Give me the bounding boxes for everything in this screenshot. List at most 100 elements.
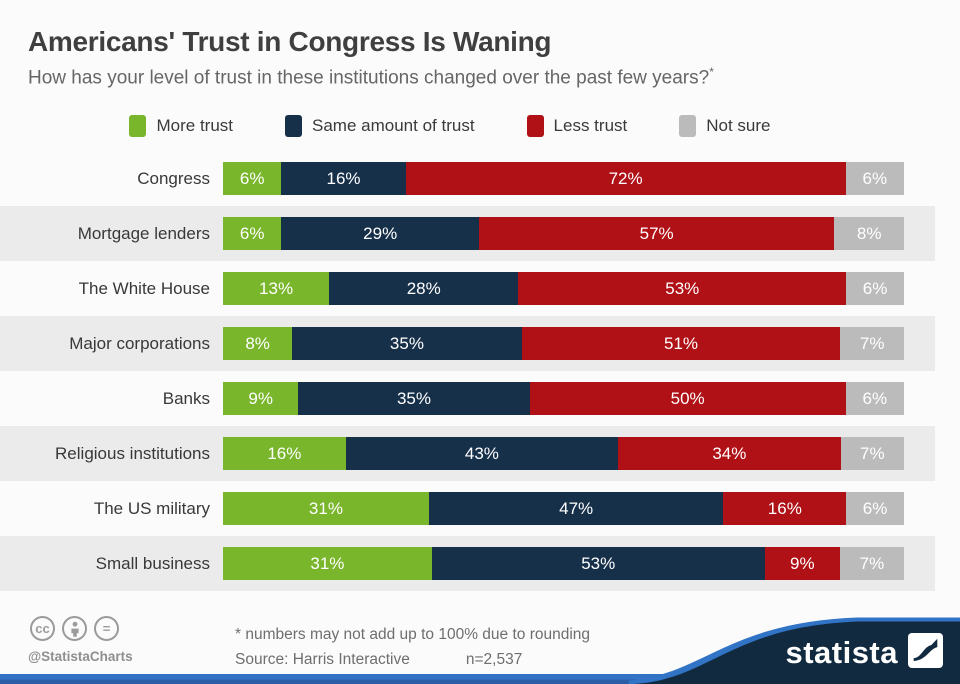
header: Americans' Trust in Congress Is Waning H…	[0, 0, 960, 89]
chart-row: Major corporations 8% 35% 51% 7%	[0, 316, 935, 372]
bar-segment-less-trust: 34%	[618, 437, 841, 471]
footer: cc = @StatistaCharts * numbers may not a…	[0, 594, 960, 684]
segment-value-label: 9%	[248, 388, 273, 408]
chart-row: Banks 9% 35% 50% 6%	[0, 371, 935, 426]
rounding-footnote: * numbers may not add up to 100% due to …	[235, 626, 591, 643]
legend: More trust Same amount of trust Less trust…	[0, 115, 960, 138]
bar-segment-less-trust: 72%	[405, 162, 846, 196]
segment-value-label: 31%	[308, 498, 343, 518]
bar-segment-less-trust: 51%	[521, 327, 841, 361]
segment-value-label: 16%	[767, 498, 802, 518]
category-label: Congress	[137, 168, 210, 188]
bar-segment-not-sure: 6%	[846, 272, 905, 306]
bar-segment-not-sure: 8%	[834, 217, 905, 251]
category-label: The US military	[93, 498, 210, 518]
stacked-bar-chart: Congress 6% 16% 72% 6% Mortgage lenders 6% 29% 5…	[0, 151, 960, 592]
segment-value-label: 6%	[862, 168, 888, 188]
segment-value-label: 8%	[856, 223, 882, 243]
legend-swatch-icon	[129, 115, 147, 138]
chart-row: Religious institutions 16% 43% 34% 7%	[0, 426, 935, 482]
bar-segment-not-sure: 7%	[840, 437, 904, 471]
stacked-bar: 6% 16% 72% 6%	[223, 162, 904, 196]
bar-segment-same-amount-of-trust: 28%	[329, 272, 519, 306]
subtitle-text: How has your level of trust in these ins…	[28, 67, 710, 89]
segment-value-label: 34%	[712, 443, 747, 463]
stacked-bar: 8% 35% 51% 7%	[223, 327, 905, 361]
legend-swatch-icon	[679, 115, 697, 138]
legend-item: Same amount of trust	[285, 115, 475, 138]
legend-item: More trust	[129, 115, 234, 138]
sample-size: n=2,537	[465, 651, 523, 668]
statista-logo-icon	[908, 633, 943, 668]
bar-segment-not-sure: 6%	[846, 492, 904, 526]
bar-segment-not-sure: 6%	[845, 162, 904, 196]
bar-segment-less-trust: 50%	[529, 382, 846, 416]
category-label: Major corporations	[69, 333, 210, 353]
legend-label: More trust	[156, 116, 234, 136]
bar-segment-same-amount-of-trust: 29%	[281, 217, 479, 251]
bar-segment-more-trust: 6%	[223, 217, 282, 251]
segment-value-label: 29%	[363, 223, 398, 243]
stacked-bar: 6% 29% 57% 8%	[223, 217, 905, 251]
segment-value-label: 6%	[862, 278, 888, 298]
legend-swatch-icon	[285, 115, 303, 138]
footnotes: * numbers may not add up to 100% due to …	[235, 622, 590, 672]
bar-segment-more-trust: 9%	[223, 382, 299, 416]
statista-charts-handle: @StatistaCharts	[28, 649, 133, 664]
no-derivatives-icon: =	[94, 616, 119, 641]
legend-label: Not sure	[706, 116, 771, 136]
bar-segment-not-sure: 7%	[840, 327, 905, 361]
segment-value-label: 47%	[559, 498, 594, 518]
segment-value-label: 7%	[859, 333, 885, 353]
segment-value-label: 6%	[862, 388, 888, 408]
bar-segment-same-amount-of-trust: 35%	[292, 327, 522, 361]
stacked-bar: 13% 28% 53% 6%	[223, 272, 905, 306]
bar-segment-same-amount-of-trust: 16%	[281, 162, 406, 196]
segment-value-label: 43%	[464, 443, 499, 463]
cc-icon: cc	[30, 616, 55, 641]
segment-value-label: 6%	[239, 168, 265, 188]
bar-segment-more-trust: 31%	[223, 547, 432, 581]
attribution-icon	[62, 616, 87, 641]
bar-segment-more-trust: 13%	[223, 272, 330, 306]
bar-segment-more-trust: 8%	[223, 327, 293, 361]
subtitle: How has your level of trust in these ins…	[28, 65, 930, 89]
segment-value-label: 72%	[608, 168, 643, 188]
page-title: Americans' Trust in Congress Is Waning	[28, 26, 552, 57]
bar-segment-less-trust: 9%	[764, 547, 840, 581]
chart-row: Congress 6% 16% 72% 6%	[0, 151, 935, 206]
category-label: Banks	[162, 388, 210, 408]
brand-wave	[628, 617, 960, 684]
stacked-bar: 9% 35% 50% 6%	[223, 382, 904, 416]
chart-row: The US military 31% 47% 16% 6%	[0, 481, 935, 536]
stacked-bar: 16% 43% 34% 7%	[223, 437, 904, 471]
category-label: Religious institutions	[55, 443, 210, 463]
segment-value-label: 51%	[663, 333, 699, 353]
bar-segment-less-trust: 16%	[723, 492, 847, 526]
category-label: The White House	[78, 278, 210, 298]
bar-segment-same-amount-of-trust: 35%	[298, 382, 530, 416]
bar-segment-not-sure: 6%	[845, 382, 904, 416]
legend-swatch-icon	[526, 115, 544, 138]
legend-item: Less trust	[526, 115, 627, 138]
license-icons: cc =	[30, 616, 119, 641]
chart-row: The White House 13% 28% 53% 6%	[0, 261, 935, 316]
segment-value-label: 28%	[406, 278, 441, 298]
segment-value-label: 7%	[859, 553, 885, 573]
segment-value-label: 53%	[665, 278, 700, 298]
footnote-marker: *	[709, 65, 714, 79]
chart-row: Small business 31% 53% 9% 7%	[0, 536, 935, 592]
segment-value-label: 13%	[259, 278, 294, 298]
segment-value-label: 57%	[639, 223, 674, 243]
bar-segment-more-trust: 16%	[223, 437, 346, 471]
bar-segment-less-trust: 53%	[518, 272, 847, 306]
bar-segment-same-amount-of-trust: 47%	[428, 492, 724, 526]
bar-segment-less-trust: 57%	[478, 217, 835, 251]
segment-value-label: 35%	[389, 333, 424, 353]
segment-value-label: 9%	[789, 553, 815, 573]
segment-value-label: 7%	[860, 443, 885, 463]
source-line: Source: Harris Interactive n=2,537	[235, 647, 590, 672]
legend-label: Same amount of trust	[312, 116, 475, 136]
segment-value-label: 53%	[581, 553, 616, 573]
segment-value-label: 31%	[310, 553, 345, 573]
